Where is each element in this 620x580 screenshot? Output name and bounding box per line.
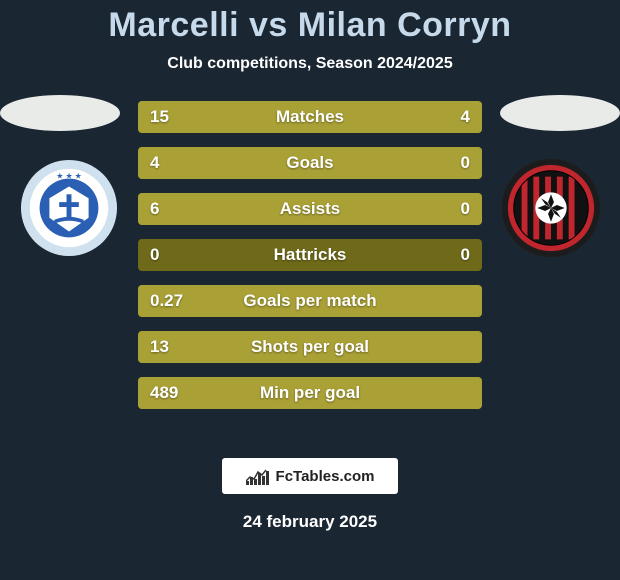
content-area: ★ ★ ★ [0,101,620,421]
stat-row: 60Assists [138,193,482,225]
watermark-text: FcTables.com [276,468,375,485]
footer-date: 24 february 2025 [0,512,620,532]
stat-label: Min per goal [138,377,482,409]
slovan-crest-icon: ★ ★ ★ [20,159,118,257]
stat-row: 13Shots per goal [138,331,482,363]
club-crest-left: ★ ★ ★ [20,159,118,257]
stat-label: Goals per match [138,285,482,317]
stat-row: 40Goals [138,147,482,179]
stat-label: Hattricks [138,239,482,271]
page-subtitle: Club competitions, Season 2024/2025 [0,55,620,73]
club-crest-right [502,159,600,257]
stat-row: 489Min per goal [138,377,482,409]
comparison-card: Marcelli vs Milan Corryn Club competitio… [0,0,620,580]
stat-row: 00Hattricks [138,239,482,271]
svg-text:★ ★ ★: ★ ★ ★ [56,172,81,181]
watermark-badge: FcTables.com [222,458,398,494]
stat-row: 154Matches [138,101,482,133]
page-title: Marcelli vs Milan Corryn [0,6,620,45]
stat-label: Assists [138,193,482,225]
spartak-crest-icon [502,159,600,257]
stat-label: Goals [138,147,482,179]
chart-icon [246,467,270,485]
stat-bars: 154Matches 40Goals 60Assists 00Hattricks 0.2… [138,101,482,409]
stat-row: 0.27Goals per match [138,285,482,317]
player-photo-placeholder-left [0,95,120,131]
stat-label: Shots per goal [138,331,482,363]
stat-label: Matches [138,101,482,133]
player-photo-placeholder-right [500,95,620,131]
